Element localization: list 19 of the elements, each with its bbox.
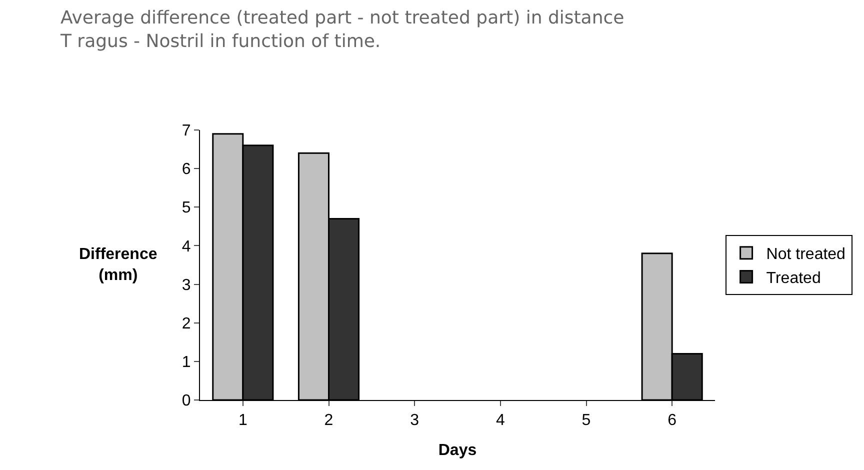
x-tick-label: 6 <box>668 412 677 430</box>
y-tick-label: 4 <box>182 238 191 256</box>
y-axis-title: Difference (mm) <box>79 246 158 284</box>
x-axis-title: Days <box>438 442 477 459</box>
x-tick-label: 3 <box>410 412 420 430</box>
y-tick-label: 7 <box>182 122 191 140</box>
y-tick-label: 2 <box>182 315 191 332</box>
y-tick-label: 3 <box>182 276 191 294</box>
x-tick-label: 4 <box>496 412 505 430</box>
y-tick-label: 6 <box>182 161 191 178</box>
y-tick-label: 0 <box>182 392 191 410</box>
y-tick-label: 5 <box>182 200 191 217</box>
x-tick-label: 1 <box>238 412 248 430</box>
legend-label: Not treated <box>766 246 846 264</box>
legend-label: Treated <box>766 270 821 287</box>
x-tick-label: 2 <box>324 412 334 430</box>
y-tick-label: 1 <box>182 354 191 372</box>
chart-title: Average difference (treated part - not treated part) in distance T ragus - Nostril in function of time. <box>59 8 624 52</box>
x-tick-label: 5 <box>582 412 591 430</box>
